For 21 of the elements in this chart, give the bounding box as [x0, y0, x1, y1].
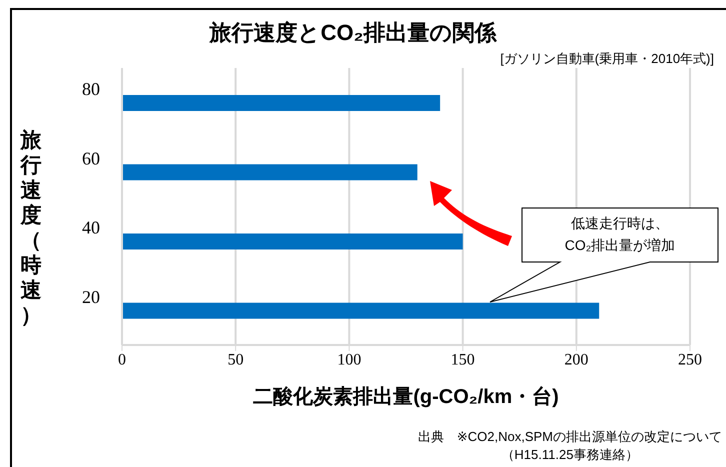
x-tick-label: 100 — [337, 351, 362, 368]
y-axis-title: 旅行速度（時速） — [19, 128, 42, 328]
y-tick-label: 80 — [82, 79, 100, 100]
source-note: 出典 ※CO2,Nox,SPMの排出源単位の改定について — [418, 428, 722, 446]
x-tick-label: 200 — [564, 351, 588, 368]
y-tick-label: 40 — [82, 218, 100, 238]
y-tick-label: 60 — [82, 148, 100, 168]
text: （H15.11.25事務連絡） — [500, 446, 640, 464]
bar — [122, 95, 440, 111]
chart-subtitle: [ガソリン自動車(乗用車・2010年式)] — [500, 50, 714, 68]
chart-title: 旅行速度とCO₂排出量の関係 — [208, 19, 498, 47]
bar — [122, 302, 600, 319]
x-axis-title: 二酸化炭素排出量(g-CO₂/km・台) — [252, 385, 560, 410]
x-tick-label: 50 — [228, 351, 244, 368]
y-tick-label: 20 — [82, 286, 100, 307]
annotation: 低速走行時は、 CO₂排出量が増加 — [564, 214, 676, 255]
bar — [122, 164, 418, 180]
bar — [122, 234, 463, 250]
x-tick-label: 150 — [450, 351, 475, 368]
x-tick-label: 250 — [678, 351, 702, 368]
x-tick-label: 0 — [118, 351, 126, 368]
